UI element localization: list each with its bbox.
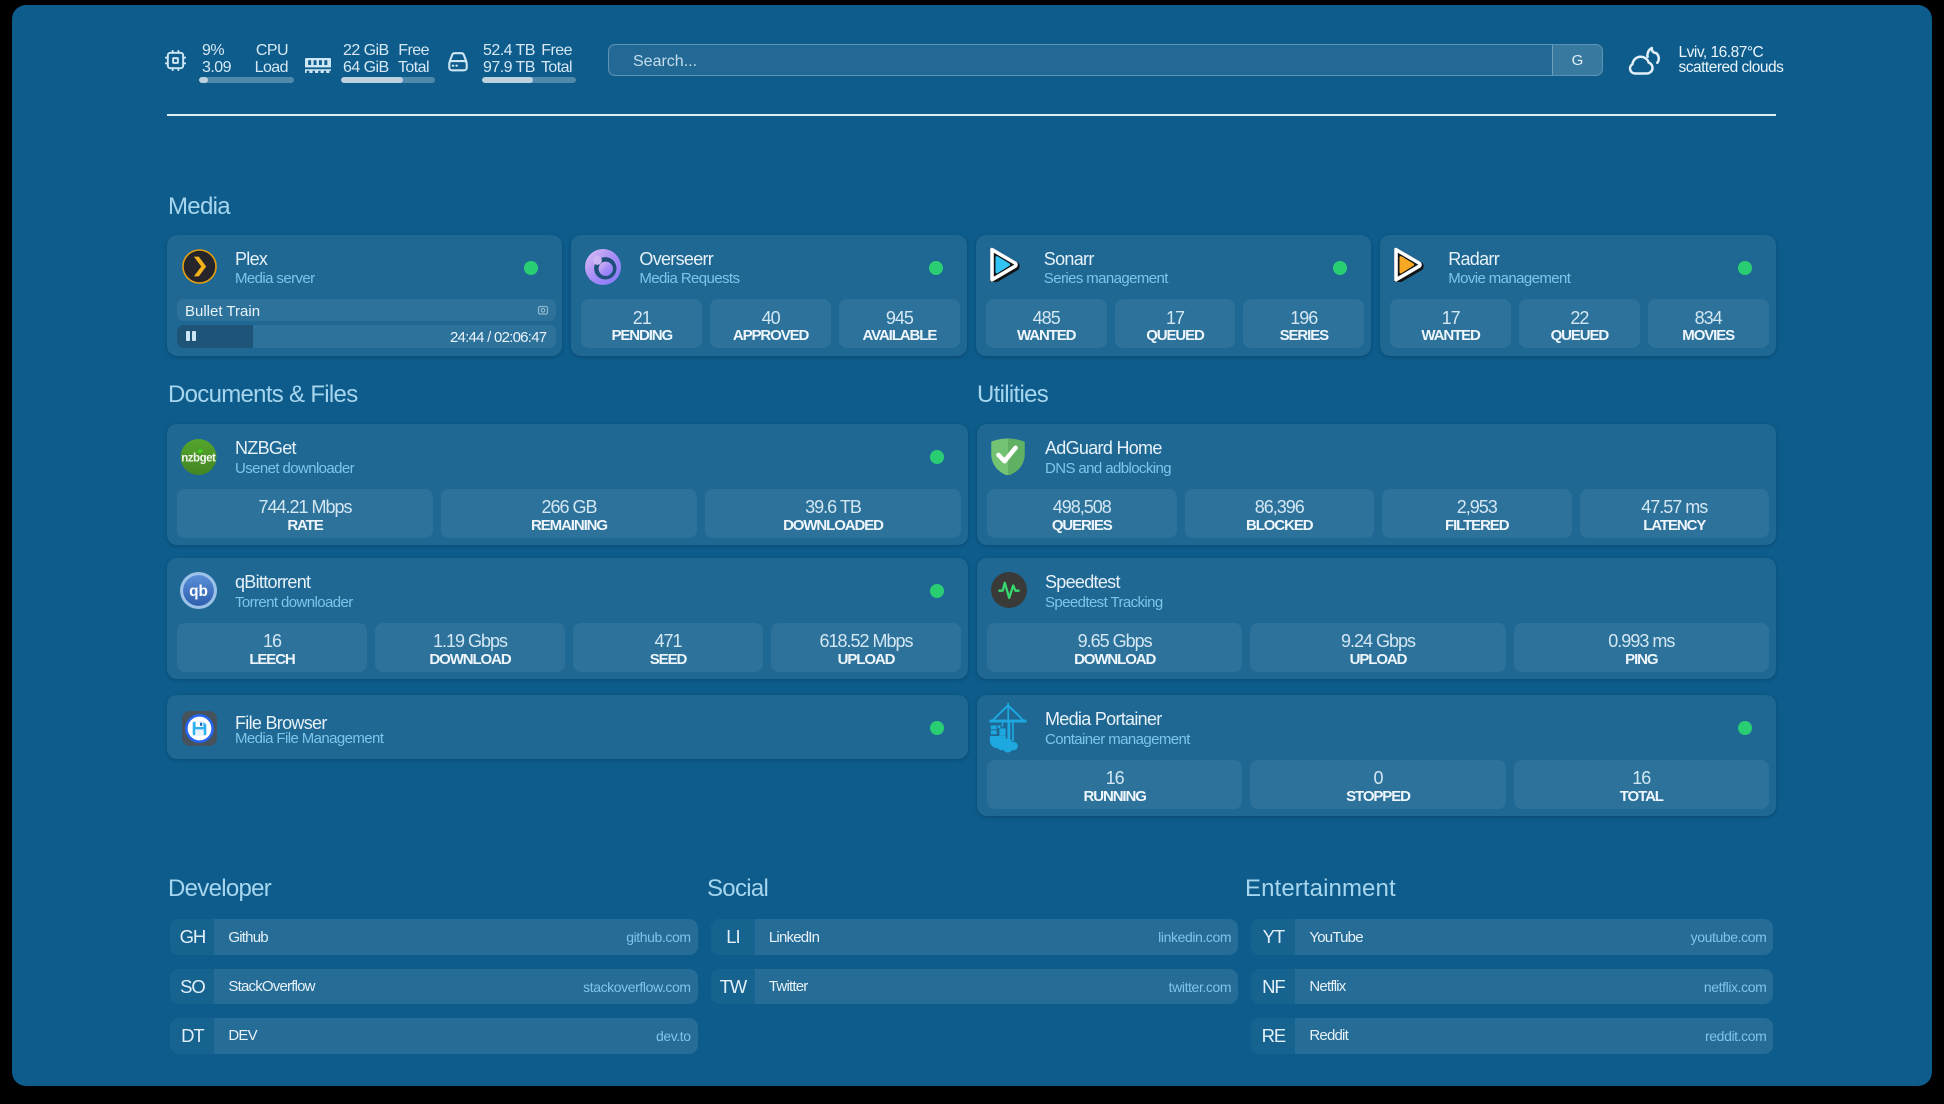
svg-text:nzbget: nzbget (181, 452, 216, 464)
svg-text:qb: qb (189, 583, 208, 600)
